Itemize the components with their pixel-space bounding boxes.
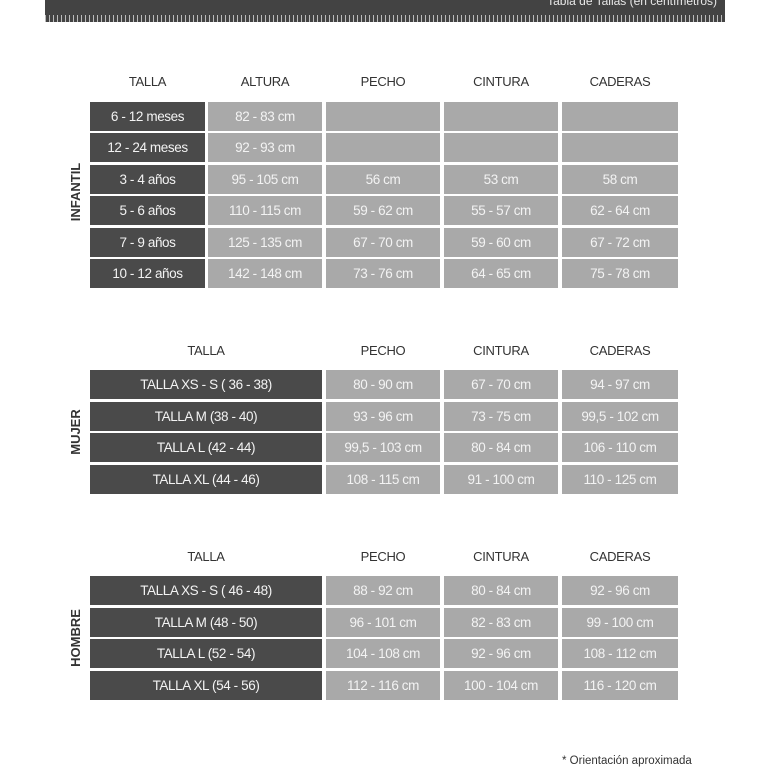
table-cell: 116 - 120 cm — [562, 671, 678, 701]
column-header: PECHO — [360, 74, 406, 89]
section-label: MUJER — [68, 409, 83, 455]
table-cell: 62 - 64 cm — [562, 196, 678, 225]
column-header: CADERAS — [589, 343, 651, 358]
size-label: 5 - 6 años — [90, 196, 205, 225]
table-cell: 80 - 84 cm — [444, 576, 558, 605]
table-cell: 142 - 148 cm — [208, 259, 322, 288]
section-label: INFANTIL — [68, 162, 83, 222]
table-cell: 99 - 100 cm — [562, 607, 678, 637]
table-cell: 95 - 105 cm — [208, 165, 322, 194]
column-header: CINTURA — [473, 343, 529, 358]
table-cell: 58 cm — [562, 165, 678, 194]
table-cell: 108 - 115 cm — [326, 465, 440, 495]
size-label: 6 - 12 meses — [90, 102, 205, 131]
table-cell: 106 - 110 cm — [562, 433, 678, 463]
size-label: TALLA L (42 - 44) — [90, 433, 322, 463]
footnote: * Orientación aproximada — [562, 755, 692, 767]
table-cell — [326, 102, 440, 131]
table-cell: 64 - 65 cm — [444, 259, 558, 288]
table-cell — [444, 102, 558, 131]
table-cell: 80 - 90 cm — [326, 370, 440, 399]
size-label: TALLA XS - S ( 36 - 38) — [90, 370, 322, 399]
table-cell — [562, 102, 678, 131]
table-cell: 59 - 60 cm — [444, 228, 558, 257]
table-cell: 110 - 125 cm — [562, 465, 678, 495]
column-header: TALLA — [128, 74, 167, 89]
table-cell: 67 - 70 cm — [444, 370, 558, 399]
table-cell: 67 - 70 cm — [326, 228, 440, 257]
table-cell: 125 - 135 cm — [208, 228, 322, 257]
table-cell: 92 - 96 cm — [562, 576, 678, 605]
table-cell: 96 - 101 cm — [326, 607, 440, 637]
size-label: TALLA M (48 - 50) — [90, 607, 322, 637]
column-header: CINTURA — [473, 549, 529, 564]
size-label: TALLA L (52 - 54) — [90, 639, 322, 669]
table-cell: 53 cm — [444, 165, 558, 194]
table-cell: 88 - 92 cm — [326, 576, 440, 605]
table-cell: 73 - 75 cm — [444, 401, 558, 431]
size-label: TALLA XS - S ( 46 - 48) — [90, 576, 322, 605]
size-label: 10 - 12 años — [90, 259, 205, 288]
table-cell: 92 - 93 cm — [208, 133, 322, 162]
table-cell: 94 - 97 cm — [562, 370, 678, 399]
header-title: Tabla de Tallas (en centímetros) — [547, 0, 717, 8]
table-cell: 82 - 83 cm — [444, 607, 558, 637]
column-header: CINTURA — [473, 74, 529, 89]
section-label: HOMBRE — [68, 609, 83, 667]
table-cell — [444, 133, 558, 162]
column-header: PECHO — [360, 549, 406, 564]
table-cell: 91 - 100 cm — [444, 465, 558, 495]
column-header: PECHO — [360, 343, 406, 358]
table-cell — [326, 133, 440, 162]
size-label: 3 - 4 años — [90, 165, 205, 194]
size-label: TALLA XL (44 - 46) — [90, 465, 322, 495]
table-cell: 93 - 96 cm — [326, 401, 440, 431]
table-cell: 92 - 96 cm — [444, 639, 558, 669]
size-label: TALLA M (38 - 40) — [90, 401, 322, 431]
table-cell: 110 - 115 cm — [208, 196, 322, 225]
table-cell: 82 - 83 cm — [208, 102, 322, 131]
table-cell: 108 - 112 cm — [562, 639, 678, 669]
column-header: CADERAS — [589, 549, 651, 564]
table-cell: 100 - 104 cm — [444, 671, 558, 701]
table-cell — [562, 133, 678, 162]
size-label: 7 - 9 años — [90, 228, 205, 257]
table-cell: 75 - 78 cm — [562, 259, 678, 288]
table-cell: 67 - 72 cm — [562, 228, 678, 257]
column-header: ALTURA — [240, 74, 290, 89]
table-cell: 80 - 84 cm — [444, 433, 558, 463]
column-header: TALLA — [187, 549, 225, 564]
table-cell: 99,5 - 103 cm — [326, 433, 440, 463]
table-cell: 104 - 108 cm — [326, 639, 440, 669]
column-header: CADERAS — [589, 74, 651, 89]
size-label: TALLA XL (54 - 56) — [90, 671, 322, 701]
table-cell: 99,5 - 102 cm — [562, 401, 678, 431]
header-bar: Tabla de Tallas (en centímetros) — [45, 0, 725, 22]
table-cell: 73 - 76 cm — [326, 259, 440, 288]
ruler-decoration — [45, 15, 725, 22]
table-cell: 112 - 116 cm — [326, 671, 440, 701]
table-cell: 55 - 57 cm — [444, 196, 558, 225]
table-cell: 56 cm — [326, 165, 440, 194]
size-label: 12 - 24 meses — [90, 133, 205, 162]
column-header: TALLA — [187, 343, 225, 358]
table-cell: 59 - 62 cm — [326, 196, 440, 225]
